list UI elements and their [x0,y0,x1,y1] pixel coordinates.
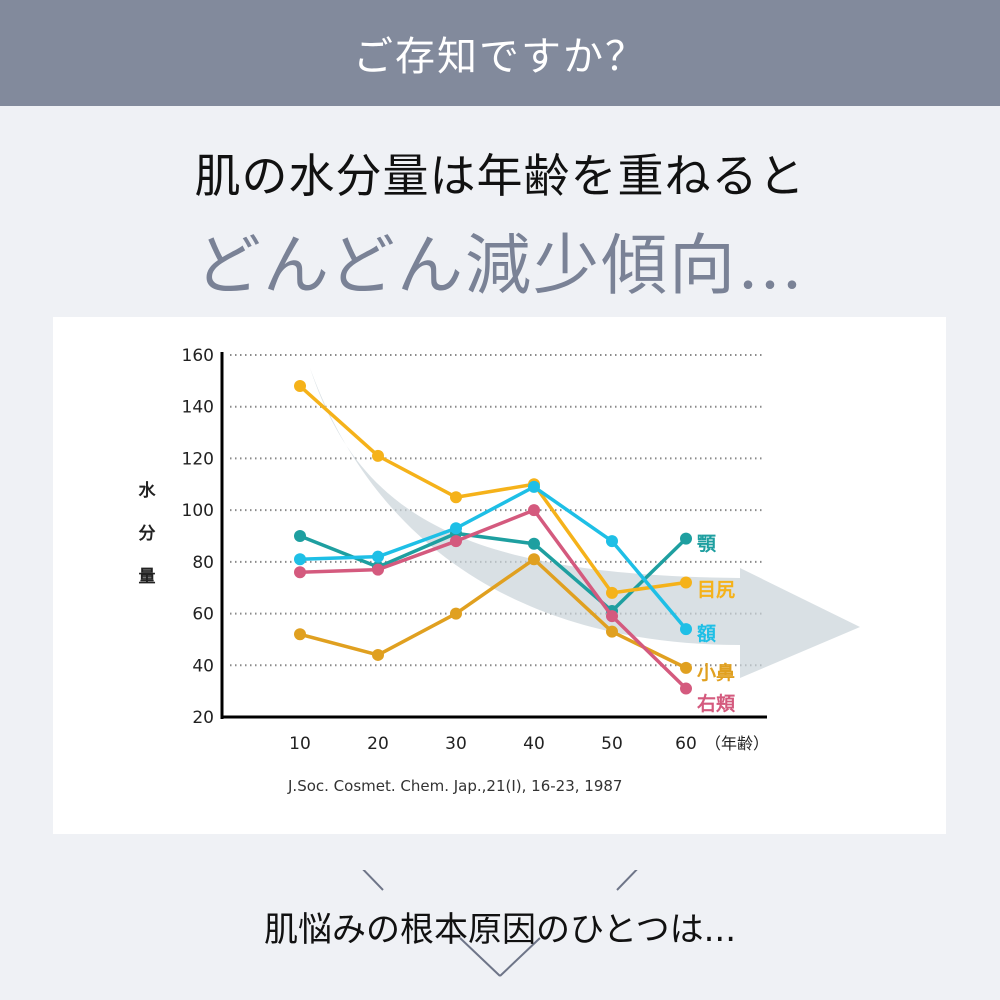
x-tick-label: 20 [367,734,389,754]
data-point [606,625,618,638]
x-tick-label: 60 [675,734,697,754]
series-line [299,485,688,631]
y-tick-label: 40 [192,656,214,676]
series-小鼻: 小鼻 [294,553,735,684]
series-line [299,557,687,670]
series-label: 顎 [697,533,717,555]
headline-line2: どんどん減少傾向… [194,227,806,304]
series-line [299,508,688,690]
series-label: 目尻 [697,579,735,601]
down-chevron-icon [362,870,638,977]
footer-text: 肌悩みの根本原因のひとつは... [263,910,737,950]
series-右頬: 右頬 [294,504,736,715]
y-tick-label: 60 [192,605,214,625]
data-point [450,535,462,548]
data-point [528,537,540,550]
data-point [450,491,462,504]
y-tick-label: 140 [182,398,214,418]
data-point [606,610,618,623]
trend-arrow-icon [310,368,860,678]
data-point [606,535,618,548]
series-label: 小鼻 [697,661,735,684]
series-label: 額 [697,622,716,645]
y-axis-label: 分 [139,524,156,544]
data-point [528,480,540,493]
line-chart: 160 140 120 100 80 60 40 20 10 20 30 40 50 60 （年齢） 水分量 顎… [139,346,860,795]
headline-line1: 肌の水分量は年齢を重ねると [194,149,806,203]
source-citation: J.Soc. Cosmet. Chem. Jap.,21(Ⅰ), 16-23, … [287,777,622,795]
data-point [372,550,384,563]
data-point [372,563,384,576]
data-point [680,623,692,636]
y-tick-label: 100 [182,501,214,521]
data-point [680,532,692,545]
data-point [294,553,306,566]
x-tick-label: 10 [289,734,311,754]
y-tick-label: 20 [192,708,214,728]
data-point [294,566,306,579]
data-point [294,628,306,641]
series-line [298,384,687,595]
x-tick-label: 40 [523,734,545,754]
x-axis-unit: （年齢） [705,734,769,753]
footer-section: 肌悩みの根本原因のひとつは... [0,870,1000,1000]
data-point [528,504,540,517]
y-axis-label: 量 [139,566,156,587]
data-point [606,586,618,599]
y-tick-label: 80 [192,553,214,573]
x-tick-label: 50 [601,734,623,754]
data-point [294,530,306,542]
data-point [450,607,462,620]
header-banner: ご存知ですか？ [0,0,1000,106]
y-tick-label: 160 [182,346,214,366]
chart-card: 160 140 120 100 80 60 40 20 10 20 30 40 50 60 （年齢） 水分量 顎… [53,317,946,834]
series-label: 右頬 [696,692,736,715]
data-point [450,522,462,535]
y-axis-label: 水 [139,480,157,501]
data-point [680,682,692,695]
data-point [528,553,540,566]
x-tick-label: 30 [445,734,467,754]
data-point [372,648,384,661]
data-point [372,449,384,462]
data-point [294,380,306,393]
y-tick-label: 120 [182,449,214,469]
data-point [680,661,692,674]
series-line [299,531,688,613]
series-額: 額 [294,480,716,645]
banner-title: ご存知ですか？ [353,34,647,80]
data-point [680,576,692,589]
